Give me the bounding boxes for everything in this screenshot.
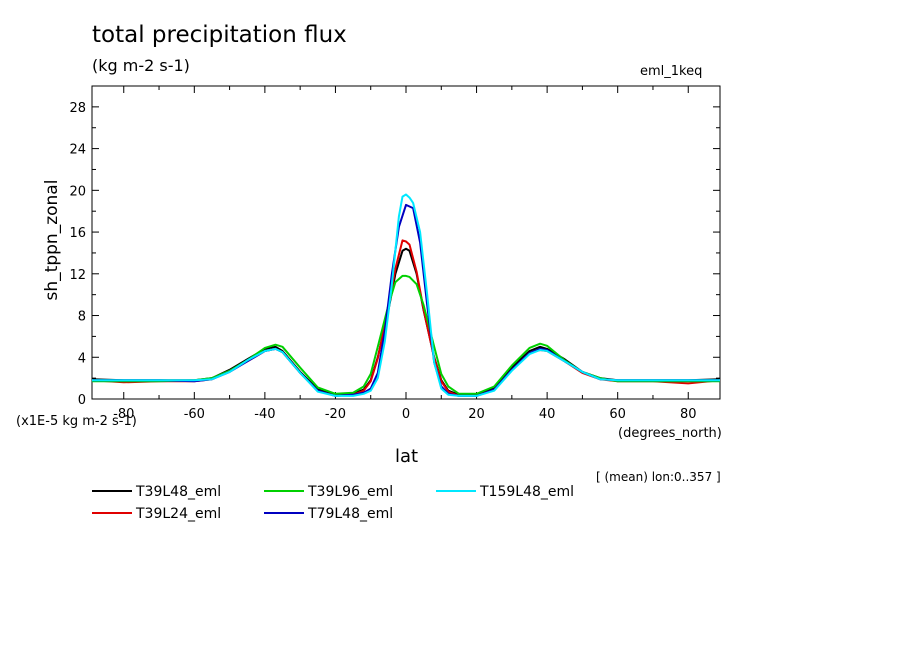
x-tick-label: 80 bbox=[680, 407, 697, 422]
x-tick-label: -40 bbox=[254, 407, 275, 422]
legend-label: T39L48_eml bbox=[135, 484, 221, 500]
y-tick-label: 16 bbox=[69, 226, 86, 241]
y-tick-label: 24 bbox=[69, 143, 86, 158]
y-tick-label: 8 bbox=[78, 310, 86, 325]
chart-units: (kg m-2 s-1) bbox=[92, 56, 190, 75]
scale-note: (x1E-5 kg m-2 s-1) bbox=[16, 414, 137, 429]
x-tick-label: 20 bbox=[468, 407, 485, 422]
series-line-T79L48_eml bbox=[92, 203, 720, 397]
chart-title: total precipitation flux bbox=[92, 22, 347, 48]
x-tick-label: -60 bbox=[184, 407, 205, 422]
legend-label: T39L96_eml bbox=[307, 484, 393, 500]
x-tick-label: 40 bbox=[539, 407, 556, 422]
series-line-T39L48_eml bbox=[91, 247, 721, 396]
y-tick-label: 28 bbox=[69, 101, 86, 116]
x-axis-label: lat bbox=[395, 446, 419, 467]
x-tick-label: -20 bbox=[325, 407, 346, 422]
legend-label: T79L48_eml bbox=[307, 506, 393, 522]
dataset-label: eml_1keq bbox=[640, 64, 703, 79]
x-tick-label: 0 bbox=[402, 407, 410, 422]
x-tick-label: 60 bbox=[609, 407, 626, 422]
legend-label: T39L24_eml bbox=[135, 506, 221, 522]
y-tick-label: 12 bbox=[69, 268, 86, 283]
y-tick-label: 20 bbox=[69, 184, 86, 199]
footnote: [ (mean) lon:0..357 ] bbox=[596, 470, 721, 484]
series-line-T39L24_eml bbox=[91, 239, 721, 397]
y-tick-label: 0 bbox=[78, 393, 86, 408]
x-tick-label: -80 bbox=[113, 407, 134, 422]
series-line-T39L96_eml bbox=[92, 274, 720, 395]
y-tick-label: 4 bbox=[78, 351, 86, 366]
legend-label: T159L48_eml bbox=[479, 484, 574, 500]
series-line-T159L48_eml bbox=[92, 193, 720, 397]
x-axis-units: (degrees_north) bbox=[618, 426, 722, 441]
